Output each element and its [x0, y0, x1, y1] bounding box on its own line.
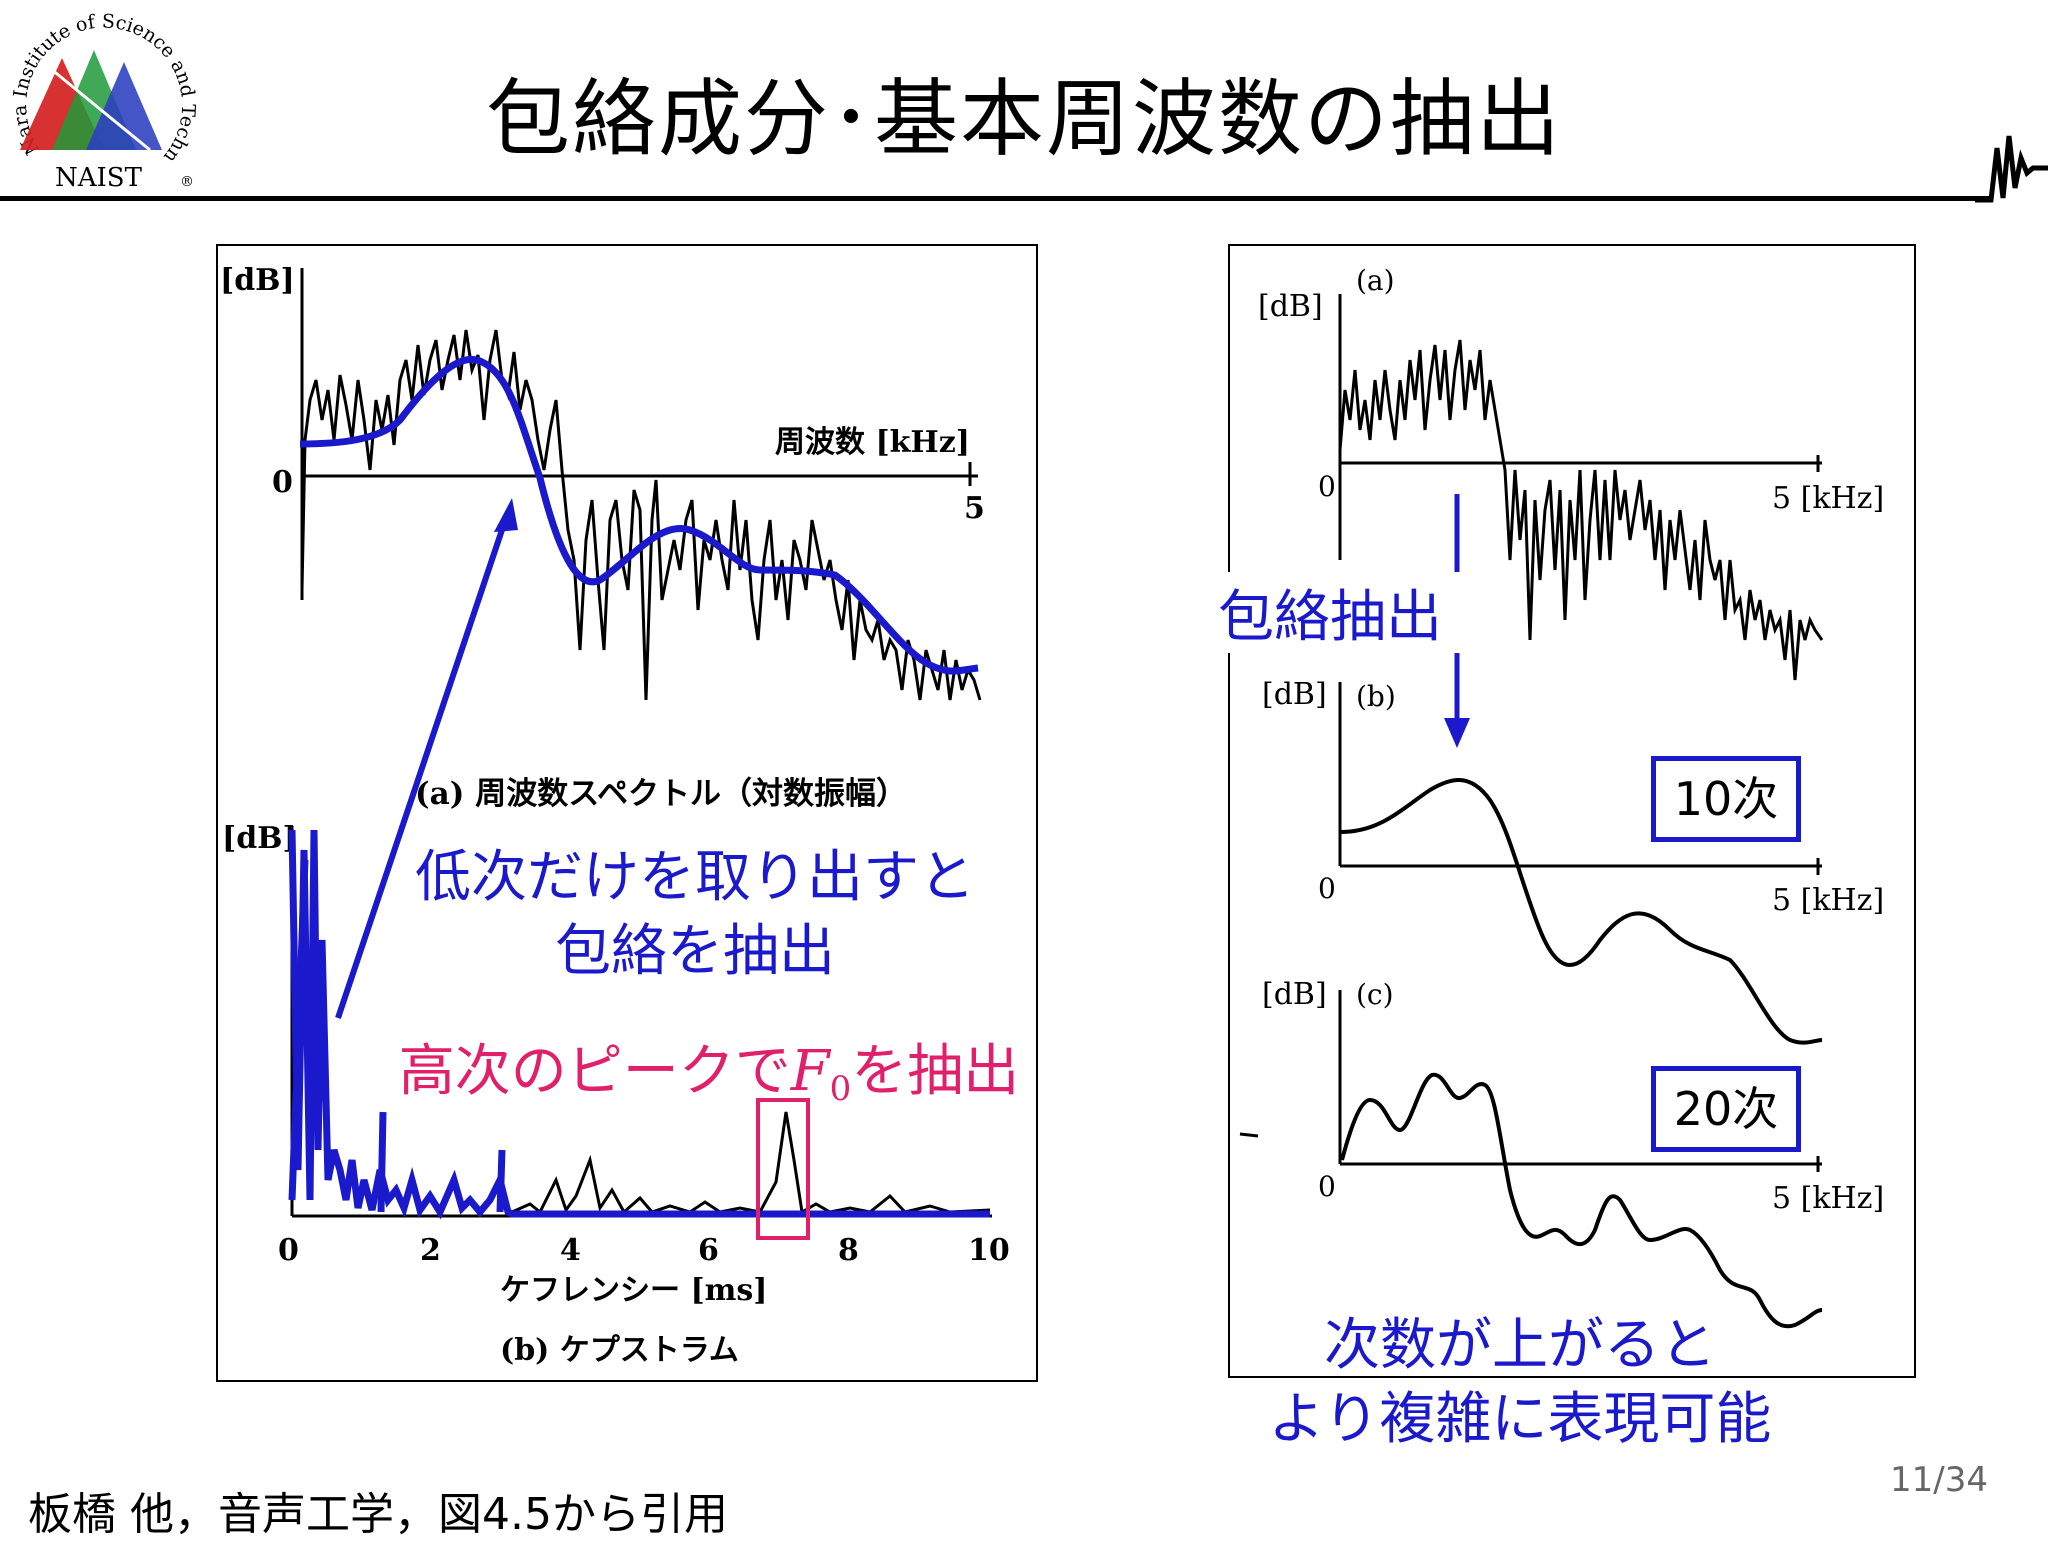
left-b-xtick-4: 4: [560, 1233, 581, 1268]
left-b-xtick-6: 6: [698, 1233, 719, 1268]
right-a-xtick: 5 [kHz]: [1772, 481, 1884, 516]
left-b-cepstrum-trace: [511, 1111, 991, 1215]
right-a-zero: 0: [1318, 470, 1336, 503]
left-a-ylabel: [dB]: [220, 263, 295, 298]
left-b-xtick-0: 0: [278, 1233, 299, 1268]
low-order-note-line1: 低次だけを取り出すと: [415, 845, 975, 910]
envelope-arrow-head: [494, 498, 518, 532]
right-a-tag: (a): [1356, 264, 1395, 297]
right-b-ylabel: [dB]: [1262, 677, 1327, 712]
left-b-xlabel: ケフレンシー [ms]: [500, 1273, 767, 1308]
high-order-note-pre: 高次のピークで: [398, 1039, 791, 1104]
high-order-note: 高次のピークでF0を抽出: [384, 1026, 1034, 1109]
extract-arrow-head: [1444, 718, 1470, 748]
page-number: 11/34: [1890, 1460, 1988, 1500]
left-a-spectrum-trace: [300, 329, 982, 701]
stray-mark: [1239, 1132, 1259, 1138]
left-a-envelope: [299, 355, 979, 675]
right-b-tag: (b): [1356, 680, 1396, 713]
envelope-arrow-line: [335, 511, 511, 1019]
more-order-note-line2: より複雑に表現可能: [1268, 1387, 1772, 1452]
order-10-box: 10次: [1651, 756, 1801, 842]
waveform-icon: [1975, 135, 2048, 203]
right-c-tag: (c): [1356, 978, 1394, 1011]
right-a-ylabel: [dB]: [1258, 289, 1323, 324]
logo-abbr: NAIST: [55, 163, 143, 193]
low-order-note-line2: 包絡を抽出: [555, 919, 835, 984]
f0-symbol: F: [790, 1039, 830, 1104]
f0-subscript: 0: [829, 1069, 852, 1109]
left-a-xlabel: 周波数 [kHz]: [775, 425, 970, 460]
left-b-xtick-8: 8: [838, 1233, 859, 1268]
right-c-xtick: 5 [kHz]: [1772, 1181, 1884, 1216]
logo-blue-peak: [86, 62, 162, 150]
left-a-zero: 0: [272, 465, 293, 500]
envelope-extract-label: 包絡抽出: [1200, 572, 1460, 653]
high-order-note-post: を抽出: [851, 1039, 1020, 1104]
more-order-note-line1: 次数が上がると: [1324, 1313, 1716, 1378]
order-20-box: 20次: [1651, 1066, 1801, 1152]
left-b-xtick-10: 10: [968, 1233, 1010, 1268]
citation: 板橋 他，音声工学，図4.5から引用: [28, 1489, 728, 1540]
title-rule: [0, 196, 1990, 201]
left-b-caption: (b) ケプストラム: [500, 1333, 739, 1368]
naist-logo: Nara Institute of Science and Technology…: [0, 0, 199, 193]
slide-title: 包絡成分･基本周波数の抽出: [485, 70, 1562, 168]
right-c-zero: 0: [1318, 1170, 1336, 1203]
right-a-spectrum-trace: [1338, 339, 1824, 681]
right-b-xtick: 5 [kHz]: [1772, 883, 1884, 918]
logo-registered: ®: [180, 174, 194, 190]
left-a-caption: (a) 周波数スペクトル（対数振幅）: [415, 776, 907, 812]
left-b-xtick-2: 2: [420, 1233, 441, 1268]
right-c-ylabel: [dB]: [1262, 977, 1327, 1012]
left-a-xtick-5: 5: [964, 491, 985, 526]
right-c-envelope-20: [1340, 1072, 1823, 1329]
right-b-envelope-10: [1339, 778, 1823, 1045]
f0-peak-highlight: [756, 1098, 810, 1240]
left-b-ylabel: [dB]: [222, 821, 297, 856]
right-b-zero: 0: [1318, 872, 1336, 905]
